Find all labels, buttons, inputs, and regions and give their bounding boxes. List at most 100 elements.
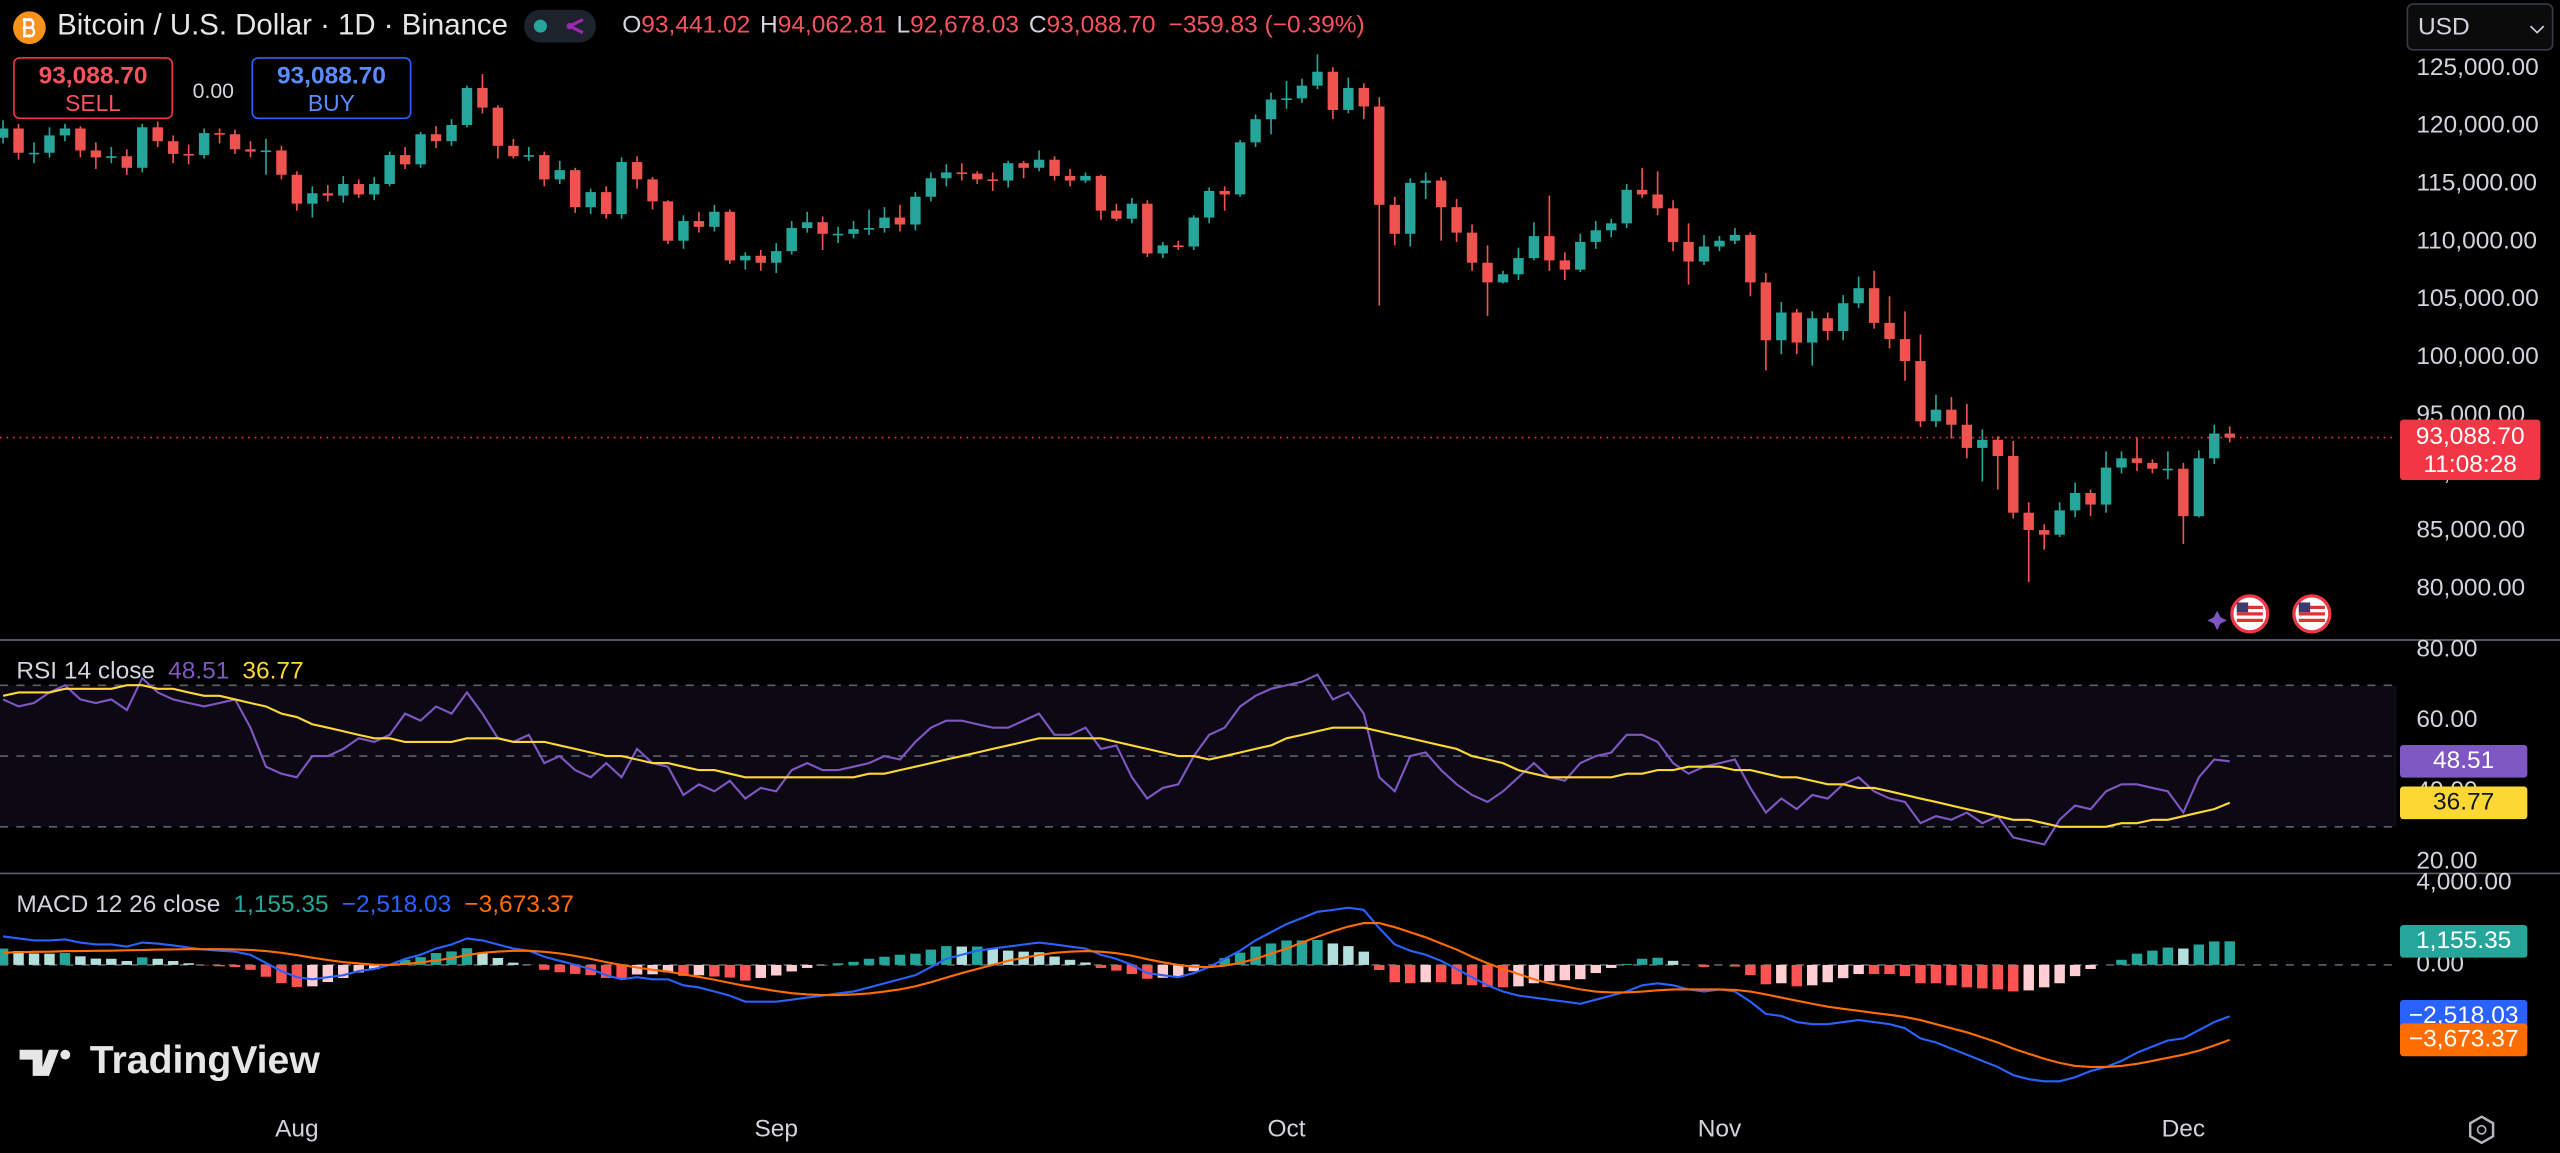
histogram-bar: [1776, 964, 1787, 984]
histogram-bar: [152, 958, 163, 965]
candle-body: [1451, 207, 1462, 233]
candle-body: [1729, 234, 1741, 241]
candle-body: [2224, 433, 2235, 438]
histogram-bar: [477, 952, 488, 965]
buy-button[interactable]: 93,088.70 BUY: [251, 57, 412, 120]
histogram-bar: [1590, 964, 1601, 974]
candle-body: [910, 196, 921, 225]
currency-select[interactable]: USD: [2406, 3, 2554, 51]
candle-body: [1157, 245, 1169, 254]
candle-body: [1652, 194, 1663, 209]
histogram-bar: [399, 959, 411, 965]
candle-body: [894, 217, 906, 225]
histogram-bar: [1652, 957, 1663, 965]
candle-body: [1188, 217, 1199, 247]
value-badge: [2400, 924, 2528, 958]
candle-body: [1126, 203, 1138, 219]
candle-body: [229, 134, 241, 150]
histogram-bar: [1157, 964, 1169, 978]
candle-body: [1590, 230, 1601, 242]
histogram-bar: [1095, 964, 1107, 968]
candle-body: [1064, 175, 1076, 181]
candle-body: [786, 227, 797, 252]
histogram-bar: [2147, 950, 2158, 965]
settings-icon[interactable]: [2468, 1115, 2495, 1145]
candle-body: [1513, 258, 1524, 275]
histogram-bar: [1698, 964, 1710, 967]
indicator-line: [2, 673, 2230, 846]
candle-body: [879, 217, 890, 228]
histogram-bar: [1188, 964, 1199, 972]
histogram-bar: [1528, 964, 1540, 984]
histogram-bar: [90, 958, 102, 965]
candle-body: [1080, 175, 1091, 181]
candle-body: [2008, 455, 2019, 513]
sell-button[interactable]: 93,088.70 SELL: [13, 57, 174, 120]
candle-body: [1203, 190, 1215, 218]
x-tick-label: Nov: [1698, 1115, 1742, 1142]
histogram-bar: [941, 946, 952, 965]
histogram-bar: [2038, 964, 2050, 988]
candle-body: [1374, 106, 1385, 205]
histogram-bar: [2209, 941, 2220, 965]
histogram-bar: [662, 964, 674, 973]
candle-body: [2209, 433, 2220, 459]
histogram-bar: [1605, 964, 1617, 968]
legend-title: RSI 14 close: [16, 658, 155, 685]
histogram-bar: [59, 953, 71, 965]
candle-body: [1173, 245, 1184, 247]
btc-icon-glyph: [22, 17, 36, 38]
candle-body: [616, 162, 627, 215]
x-tick-label: Aug: [275, 1115, 319, 1142]
candle-body: [368, 184, 380, 195]
candle-body: [1544, 236, 1555, 261]
y-tick-label: 115,000.00: [2416, 169, 2537, 196]
candle-body: [539, 155, 550, 180]
histogram-bar: [44, 953, 55, 965]
histogram-bar: [245, 964, 256, 970]
histogram-bar: [1977, 964, 1988, 989]
histogram-bar: [13, 951, 24, 965]
histogram-bar: [121, 961, 133, 965]
histogram-bar: [430, 953, 442, 965]
candle-body: [1837, 303, 1849, 331]
y-tick-label: 110,000.00: [2416, 227, 2537, 254]
logo-mark: [19, 1049, 59, 1076]
histogram-bar: [600, 964, 612, 978]
symbol-header: Bitcoin / U.S. Dollar · 1D · Binance O93…: [57, 8, 1365, 42]
candle-body: [214, 133, 225, 135]
histogram-bar: [1002, 950, 1014, 965]
ohlc-key: H: [760, 11, 778, 40]
candle-body: [1296, 85, 1308, 99]
candle-body: [28, 152, 40, 155]
candle-body: [755, 255, 766, 263]
candle-body: [245, 149, 256, 152]
candle-body: [44, 135, 55, 153]
histogram-bar: [1080, 962, 1091, 965]
histogram-bar: [1559, 964, 1571, 981]
candle-body: [1420, 180, 1431, 183]
candle-body: [1575, 241, 1586, 270]
histogram-bar: [2224, 941, 2235, 965]
last-price-label: 93,088.70: [2416, 423, 2525, 450]
histogram-bar: [1389, 964, 1400, 983]
buy-price: 93,088.70: [276, 62, 386, 90]
status-pill[interactable]: [524, 8, 597, 42]
legend-value: −3,673.37: [464, 892, 574, 919]
histogram-bar: [2178, 948, 2189, 965]
histogram-bar: [693, 964, 705, 976]
candle-body: [2069, 493, 2081, 511]
sell-label: SELL: [65, 89, 122, 116]
histogram-bar: [1142, 964, 1153, 979]
histogram-bar: [1497, 964, 1509, 988]
y-tick-label: 4,000.00: [2416, 869, 2511, 896]
candle-body: [1265, 99, 1277, 120]
candle-body: [709, 211, 720, 227]
histogram-bar: [1667, 960, 1679, 965]
candle-body: [384, 155, 395, 185]
event-icons: [2207, 594, 2332, 634]
market-dot: [534, 18, 548, 32]
candle-body: [307, 193, 318, 204]
